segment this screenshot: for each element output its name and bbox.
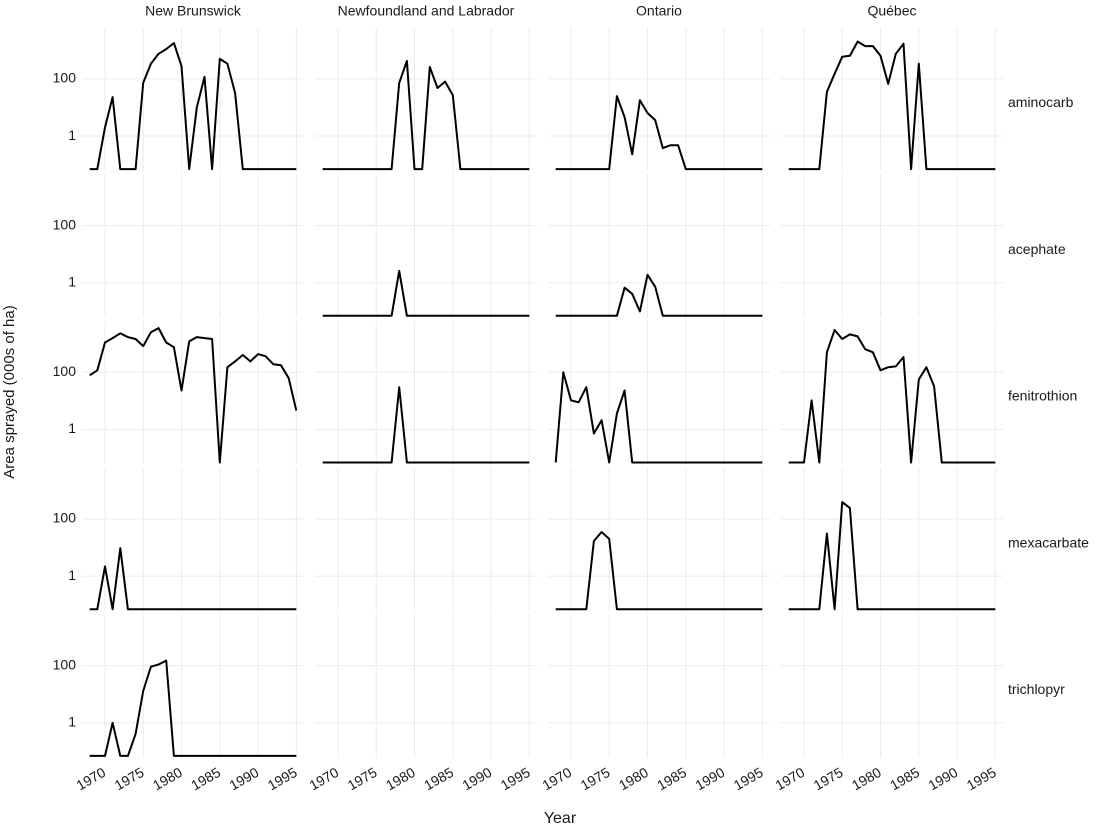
y-tick-label: 100 (53, 510, 77, 526)
x-tick-label: 1995 (964, 764, 999, 794)
line-series (89, 42, 297, 171)
panel (82, 614, 304, 758)
y-tick-label: 1 (68, 127, 76, 143)
line-series (555, 531, 763, 611)
x-tick-label: 1970 (539, 764, 574, 794)
column-label: Québec (867, 3, 916, 19)
line-series (554, 371, 763, 464)
line-series (555, 95, 763, 171)
row-label: fenitrothion (1008, 388, 1077, 404)
x-tick-label: 1990 (459, 764, 494, 794)
row-label: acephate (1008, 241, 1066, 257)
y-axis-label: Area sprayed (000s of ha) (1, 305, 18, 478)
line-series (788, 329, 996, 464)
y-tick-label: 100 (53, 363, 77, 379)
x-axis-label: Year (544, 810, 577, 827)
y-tick-label: 1 (68, 714, 76, 730)
panel (82, 468, 304, 612)
x-tick-label: 1995 (265, 764, 300, 794)
panel (315, 468, 537, 612)
row-label: aminocarb (1008, 94, 1074, 110)
x-tick-label: 1985 (188, 764, 223, 794)
y-tick-label: 100 (53, 656, 77, 672)
y-tick-label: 100 (53, 216, 77, 232)
panel (548, 468, 770, 612)
x-tick-label: 1990 (692, 764, 727, 794)
panel (548, 174, 770, 318)
line-series (322, 386, 530, 464)
x-tick-label: 1985 (654, 764, 689, 794)
panel (548, 28, 770, 171)
panel (548, 614, 770, 758)
x-tick-label: 1980 (150, 764, 185, 794)
x-tick-label: 1975 (345, 764, 380, 794)
x-tick-label: 1995 (498, 764, 533, 794)
x-tick-label: 1995 (731, 764, 766, 794)
panel (548, 321, 770, 465)
x-tick-label: 1980 (383, 764, 418, 794)
y-tick-label: 100 (53, 70, 77, 86)
panel (315, 614, 537, 758)
x-tick-label: 1975 (112, 764, 147, 794)
panel (315, 321, 537, 465)
x-tick-label: 1985 (421, 764, 456, 794)
x-tick-label: 1980 (616, 764, 651, 794)
panel (781, 28, 1003, 171)
line-series (89, 659, 297, 757)
column-label: New Brunswick (145, 3, 242, 19)
x-tick-label: 1990 (226, 764, 261, 794)
x-tick-label: 1975 (578, 764, 613, 794)
panel (82, 321, 304, 465)
panel (781, 321, 1003, 465)
panel (781, 468, 1003, 612)
line-series (788, 40, 996, 171)
column-label: Newfoundland and Labrador (338, 3, 515, 19)
y-tick-label: 1 (68, 273, 76, 289)
x-tick-label: 1990 (925, 764, 960, 794)
line-series (89, 327, 298, 464)
x-tick-label: 1970 (772, 764, 807, 794)
column-label: Ontario (636, 3, 682, 19)
x-tick-label: 1975 (811, 764, 846, 794)
panel (781, 174, 1003, 318)
x-tick-label: 1985 (887, 764, 922, 794)
x-tick-label: 1980 (849, 764, 884, 794)
y-tick-label: 1 (68, 567, 76, 583)
panel (315, 28, 537, 171)
row-label: trichlopyr (1008, 681, 1065, 697)
panel (82, 174, 304, 318)
line-series (788, 501, 996, 611)
row-label: mexacarbate (1008, 534, 1089, 550)
panel (82, 28, 304, 171)
line-series (555, 273, 763, 317)
panel (315, 174, 537, 318)
line-series (322, 60, 530, 171)
x-tick-label: 1970 (73, 764, 108, 794)
panel (781, 614, 1003, 758)
line-series (322, 269, 530, 317)
y-tick-label: 1 (68, 420, 76, 436)
x-tick-label: 1970 (306, 764, 341, 794)
line-series (89, 547, 297, 611)
